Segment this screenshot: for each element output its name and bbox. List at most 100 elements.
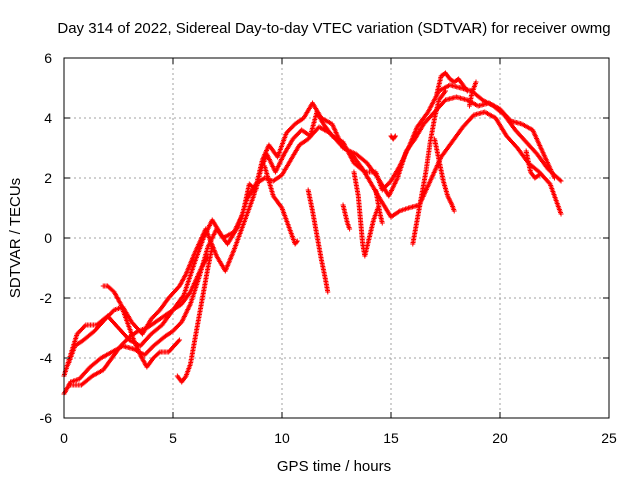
data-point xyxy=(76,329,82,335)
data-point xyxy=(287,127,293,133)
data-point xyxy=(148,345,154,351)
series-O xyxy=(466,79,479,109)
series-L xyxy=(432,136,457,214)
series-P xyxy=(523,148,542,181)
data-point xyxy=(105,314,111,320)
data-point xyxy=(122,339,128,344)
data-point xyxy=(108,310,114,316)
x-axis: 0 5 10 15 20 25 xyxy=(60,58,617,446)
chart-title: Day 314 of 2022, Sidereal Day-to-day VTE… xyxy=(57,20,610,37)
data-point xyxy=(153,312,159,317)
data-point xyxy=(82,323,88,329)
data-point xyxy=(379,220,385,226)
data-point xyxy=(552,175,557,181)
series-N xyxy=(410,88,448,247)
data-point xyxy=(177,321,183,327)
data-point xyxy=(392,134,398,140)
data-point xyxy=(110,308,116,314)
data-point xyxy=(106,313,112,319)
data-point xyxy=(124,336,130,342)
data-point xyxy=(121,340,127,346)
data-point xyxy=(558,178,564,184)
x-tick-label: 10 xyxy=(274,430,290,446)
data-point xyxy=(102,316,108,322)
data-point xyxy=(291,135,297,141)
data-point xyxy=(142,352,148,358)
data-point xyxy=(386,180,392,186)
data-point xyxy=(156,350,162,356)
data-point xyxy=(286,128,292,134)
series-J xyxy=(340,202,353,232)
data-point xyxy=(172,326,178,332)
data-point xyxy=(178,320,184,326)
data-point xyxy=(177,337,183,343)
data-point xyxy=(81,324,87,330)
y-tick-label: -2 xyxy=(40,290,53,306)
data-point xyxy=(154,310,160,316)
data-point xyxy=(143,351,149,357)
data-point xyxy=(473,79,479,85)
data-point xyxy=(118,343,124,349)
x-axis-label: GPS time / hours xyxy=(277,458,391,475)
y-tick-label: 0 xyxy=(44,230,52,246)
data-point xyxy=(283,130,289,136)
data-point xyxy=(120,341,126,347)
data-point xyxy=(170,328,176,334)
data-point xyxy=(451,208,457,214)
y-tick-label: 2 xyxy=(44,170,52,186)
x-tick-label: 0 xyxy=(60,430,68,446)
y-tick-label: 4 xyxy=(44,110,52,126)
data-point xyxy=(295,130,301,136)
data-point xyxy=(174,324,180,329)
data-point xyxy=(146,348,152,353)
data-point xyxy=(289,124,295,130)
series-Q xyxy=(388,133,398,142)
data-point xyxy=(74,331,80,337)
data-point xyxy=(75,330,81,336)
series-E xyxy=(68,253,211,388)
data-point xyxy=(288,126,294,131)
data-point xyxy=(173,325,179,331)
data-point xyxy=(175,322,181,328)
data-point xyxy=(290,136,296,142)
data-point xyxy=(123,337,129,343)
data-point xyxy=(176,338,182,344)
x-tick-label: 25 xyxy=(601,430,617,446)
x-tick-label: 20 xyxy=(492,430,508,446)
data-point xyxy=(145,349,151,355)
data-point xyxy=(347,226,353,232)
data-point xyxy=(77,328,83,334)
series-M xyxy=(434,70,470,97)
series-C xyxy=(65,94,557,367)
data-point xyxy=(558,211,564,217)
data-point xyxy=(464,88,470,94)
series-F xyxy=(174,244,215,385)
series-H xyxy=(305,187,331,295)
y-axis: -6 -4 -2 0 2 4 6 xyxy=(40,50,609,426)
y-tick-label: 6 xyxy=(44,50,52,66)
data-point xyxy=(325,289,331,295)
data-point xyxy=(294,132,300,137)
data-point xyxy=(104,315,110,321)
data-point xyxy=(557,177,563,183)
series xyxy=(61,70,564,397)
data-point xyxy=(294,238,300,244)
data-point xyxy=(296,129,302,135)
data-point xyxy=(392,133,398,139)
data-point xyxy=(150,314,156,320)
data-point xyxy=(78,327,84,332)
x-tick-label: 15 xyxy=(383,430,399,446)
data-point xyxy=(80,325,86,331)
series-K xyxy=(373,187,385,226)
data-point xyxy=(385,181,391,187)
data-point xyxy=(284,129,290,135)
data-point xyxy=(155,309,161,315)
x-tick-label: 5 xyxy=(169,430,177,446)
data-point xyxy=(290,123,296,129)
data-point xyxy=(209,244,215,250)
y-axis-label: SDTVAR / TECUs xyxy=(7,178,24,298)
data-point xyxy=(536,172,542,178)
data-point xyxy=(535,173,541,179)
data-point xyxy=(171,327,177,333)
